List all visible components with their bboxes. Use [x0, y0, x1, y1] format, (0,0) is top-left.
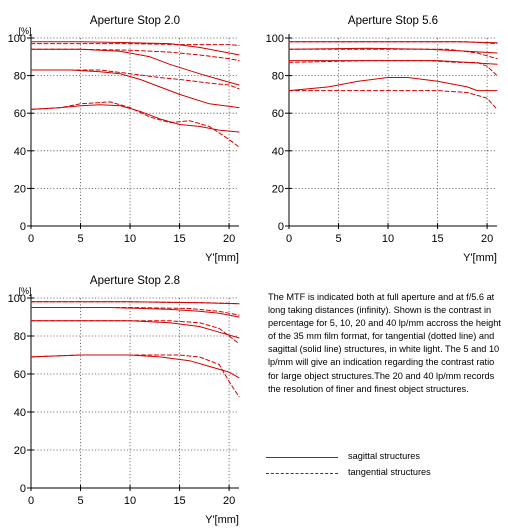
- y-tick-label: 0: [278, 221, 284, 233]
- y-tick-label: 60: [272, 108, 284, 120]
- x-tick-label: 15: [173, 495, 185, 507]
- chart-title: Aperture Stop 2.8: [90, 275, 180, 287]
- y-tick-label: 60: [14, 108, 26, 120]
- series-line-dashed: [288, 60, 498, 77]
- y-tick-label: 0: [20, 221, 26, 233]
- legend: sagittal structures tangential structure…: [266, 450, 502, 482]
- y-tick-label: 20: [14, 445, 26, 457]
- series-line-solid: [288, 77, 498, 92]
- x-tick-label: 5: [335, 233, 341, 245]
- x-tick-label: 20: [481, 233, 493, 245]
- chart-3: Aperture Stop 2.8 0 20 40 60 80 100 0 5 10 15 20 [%]…: [8, 275, 240, 526]
- chart-title: Aperture Stop 2.0: [90, 15, 180, 27]
- series-line-solid: [30, 41, 240, 56]
- legend-label-sagittal: sagittal structures: [348, 451, 420, 461]
- series-line-solid: [30, 320, 240, 339]
- y-tick-label: 40: [272, 146, 284, 158]
- chart-title: Aperture Stop 5.6: [348, 15, 438, 27]
- y-tick-label: 80: [272, 71, 284, 83]
- series-line-dashed: [30, 307, 240, 316]
- series-line-dashed: [30, 48, 240, 62]
- series-line-dashed: [30, 101, 240, 148]
- y-tick-label: 100: [8, 293, 26, 305]
- series-line-dashed: [30, 320, 240, 345]
- x-axis-label: Y'[mm]: [205, 252, 239, 264]
- x-axis-label: Y'[mm]: [205, 514, 239, 526]
- y-axis-label: [%]: [18, 286, 31, 296]
- x-tick-label: 15: [173, 233, 185, 245]
- legend-solid-line-swatch: [266, 457, 338, 458]
- x-tick-label: 10: [124, 233, 136, 245]
- y-tick-label: 20: [272, 183, 284, 195]
- y-tick-label: 60: [14, 369, 26, 381]
- x-tick-label: 0: [286, 233, 292, 245]
- chart-1: Aperture Stop 2.0 0 20 40 60 80 100 0 5 10 15 20 [%]…: [8, 15, 240, 264]
- y-axis-label: [%]: [18, 26, 31, 36]
- x-tick-label: 20: [223, 233, 235, 245]
- series-line-solid: [30, 48, 240, 86]
- x-tick-label: 15: [431, 233, 443, 245]
- series-line-dashed: [30, 354, 240, 398]
- legend-item-tangential: tangential structures: [266, 466, 502, 482]
- x-tick-label: 5: [77, 233, 83, 245]
- x-tick-label: 10: [124, 495, 136, 507]
- series-line-dashed: [30, 43, 240, 46]
- x-tick-label: 0: [28, 233, 34, 245]
- series-line-dashed: [288, 90, 498, 110]
- legend-dashed-line-swatch: [266, 473, 338, 474]
- legend-label-tangential: tangential structures: [348, 467, 431, 477]
- x-tick-label: 10: [382, 233, 394, 245]
- y-tick-label: 40: [14, 407, 26, 419]
- series-line-solid: [30, 307, 240, 318]
- series-line-dashed: [288, 48, 498, 60]
- y-tick-label: 80: [14, 331, 26, 343]
- series-line-dashed: [288, 41, 498, 45]
- y-tick-label: 0: [20, 483, 26, 495]
- series-line-solid: [30, 69, 240, 109]
- y-tick-label: 40: [14, 146, 26, 158]
- x-tick-label: 20: [223, 495, 235, 507]
- y-tick-label: 100: [266, 33, 284, 45]
- y-tick-label: 100: [8, 33, 26, 45]
- legend-item-sagittal: sagittal structures: [266, 450, 502, 466]
- x-tick-label: 5: [77, 495, 83, 507]
- series-line-solid: [30, 354, 240, 379]
- series-line-dashed: [30, 301, 240, 305]
- x-axis-label: Y'[mm]: [463, 252, 497, 264]
- y-tick-label: 20: [14, 183, 26, 195]
- y-tick-label: 80: [14, 71, 26, 83]
- chart-2: Aperture Stop 5.6 0 20 40 60 80 100 0 5 10 15 20 Y'[…: [266, 15, 498, 264]
- series-line-solid: [30, 104, 240, 133]
- x-tick-label: 0: [28, 495, 34, 507]
- mtf-description: The MTF is indicated both at full apertu…: [268, 292, 501, 394]
- series-line-dashed: [30, 69, 240, 90]
